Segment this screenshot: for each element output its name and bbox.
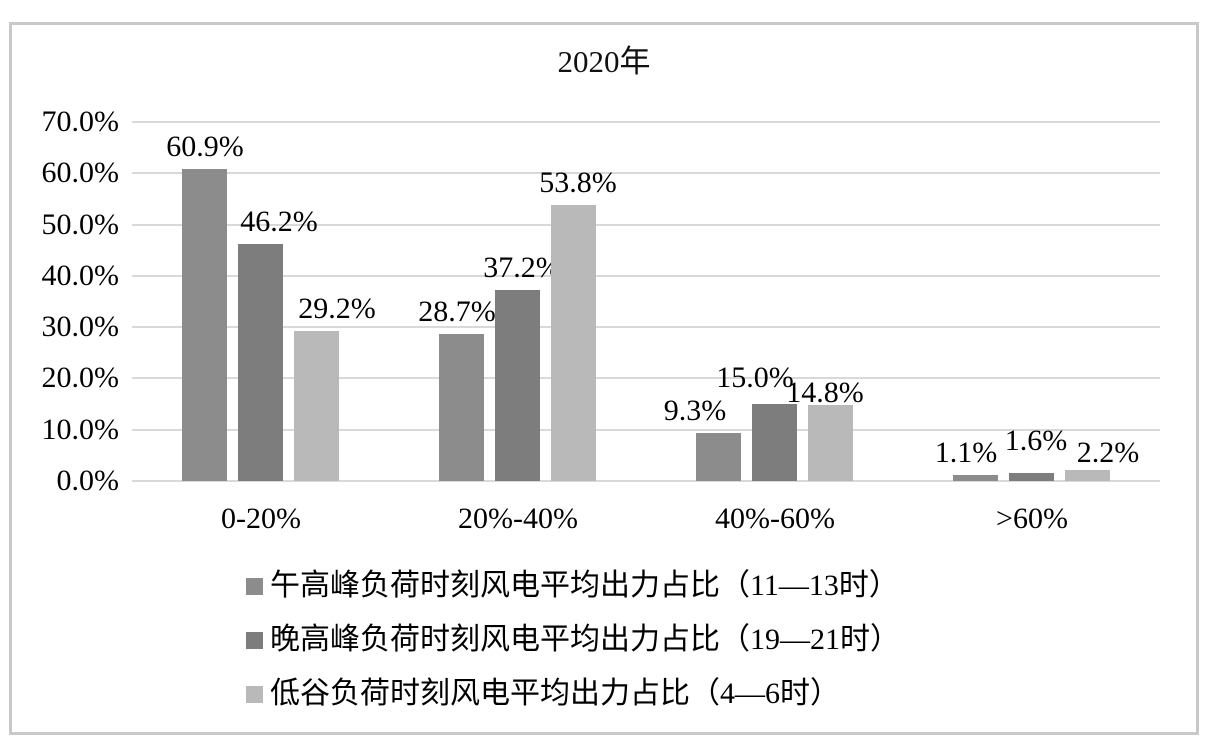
y-axis-tick-label: 70.0% [41, 105, 120, 138]
legend-item: 晚高峰负荷时刻风电平均出力占比（19—21时） [246, 622, 900, 658]
legend-label: 低谷负荷时刻风电平均出力占比（4—6时） [270, 677, 840, 710]
legend-swatch [246, 631, 263, 649]
gridline [132, 377, 1160, 379]
bar [551, 205, 596, 481]
y-axis-tick-label: 50.0% [41, 208, 120, 241]
bar [495, 290, 540, 481]
x-axis-category-label: 20%-40% [458, 502, 578, 535]
bar [238, 244, 283, 481]
legend-item: 午高峰负荷时刻风电平均出力占比（11—13时） [246, 568, 899, 604]
bar [808, 405, 853, 481]
y-axis-tick-label: 30.0% [41, 310, 120, 343]
y-axis-tick-label: 60.0% [41, 156, 120, 189]
legend-label: 晚高峰负荷时刻风电平均出力占比（19—21时） [270, 623, 900, 656]
bar [752, 404, 797, 481]
legend-swatch [246, 577, 263, 595]
bar [439, 334, 484, 481]
legend-item: 低谷负荷时刻风电平均出力占比（4—6时） [246, 676, 840, 712]
bar [1009, 473, 1054, 481]
x-axis-category-label: >60% [996, 502, 1068, 535]
bar-value-label: 60.9% [166, 130, 244, 163]
bar [182, 169, 227, 481]
gridline [132, 326, 1160, 328]
bar [953, 475, 998, 481]
gridline [132, 429, 1160, 431]
bar [294, 331, 339, 481]
gridline [132, 172, 1160, 174]
x-axis-category-label: 40%-60% [715, 502, 835, 535]
bar [1065, 470, 1110, 481]
chart-frame: 2020年 0.0% 10.0% 20.0% 30.0% 40.0% 50.0% 60.0%… [9, 22, 1199, 735]
bar-value-label: 46.2% [240, 205, 318, 238]
bar-value-label: 29.2% [298, 292, 376, 325]
gridline [132, 121, 1160, 123]
bar-value-label: 14.8% [786, 376, 864, 409]
legend-label: 午高峰负荷时刻风电平均出力占比（11—13时） [270, 569, 899, 602]
bar-value-label: 28.7% [418, 295, 496, 328]
x-axis-category-label: 0-20% [221, 502, 301, 535]
legend-swatch [246, 685, 263, 703]
y-axis-tick-label: 10.0% [41, 413, 120, 446]
gridline [132, 480, 1160, 482]
bar-value-label: 2.2% [1076, 436, 1140, 469]
bar-value-label: 53.8% [539, 166, 617, 199]
y-axis-tick-label: 0.0% [56, 464, 120, 497]
bar-value-label: 1.6% [1004, 424, 1068, 457]
bar-value-label: 15.0% [716, 361, 794, 394]
gridline [132, 275, 1160, 277]
bar-value-label: 37.2% [483, 251, 561, 284]
bar-value-label: 9.3% [663, 394, 727, 427]
y-axis-tick-label: 20.0% [41, 361, 120, 394]
chart-title: 2020年 [557, 44, 651, 79]
bar-value-label: 1.1% [934, 436, 998, 469]
gridline [132, 224, 1160, 226]
bar [696, 433, 741, 481]
y-axis-tick-label: 40.0% [41, 259, 120, 292]
